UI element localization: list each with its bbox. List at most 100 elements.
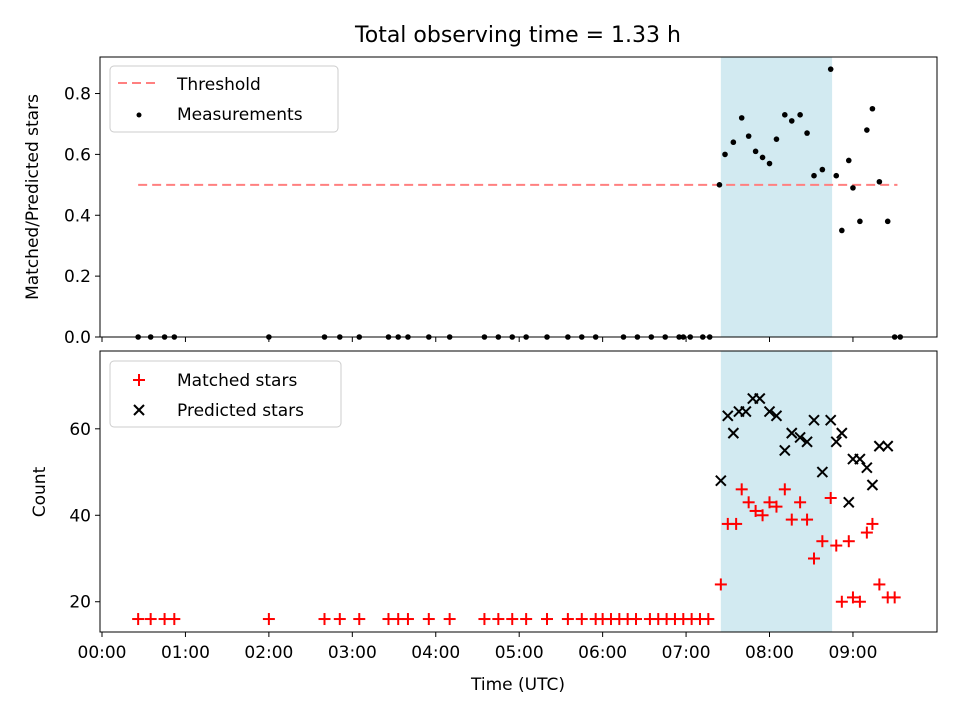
figure-title: Total observing time = 1.33 h (354, 23, 681, 48)
measurement-point (766, 160, 773, 167)
x-tick-label: 03:00 (328, 643, 377, 663)
x-tick-label: 06:00 (578, 643, 627, 663)
matched-star-point (778, 483, 791, 496)
predicted-star-point (843, 496, 855, 509)
predicted-star-point (740, 405, 752, 418)
predicted-star-point (830, 436, 842, 448)
matched-star-point (575, 613, 588, 626)
predicted-star-point (786, 427, 798, 439)
measurement-point (819, 166, 826, 173)
measurement-point (797, 112, 803, 118)
x-tick-label: 01:00 (161, 643, 210, 663)
matched-star-point (749, 504, 762, 517)
bottom-x-ticks: 00:00 01:00 02:00 03:00 04:00 05:00 06:00 07:00… (78, 632, 877, 663)
matched-star-point (770, 500, 783, 513)
matched-star-point (842, 535, 855, 548)
measurement-point (884, 218, 891, 225)
measurement-point (839, 227, 845, 234)
matched-star-point (888, 591, 901, 604)
matched-star-point (742, 496, 755, 509)
y-tick-label: 20 (69, 593, 91, 613)
matched-star-point (506, 613, 519, 626)
predicted-star-point (836, 427, 848, 439)
y-tick-label: 0.8 (64, 85, 91, 105)
bottom-legend-box (109, 360, 342, 428)
matched-star-point (422, 613, 435, 626)
matched-star-point (520, 613, 533, 626)
matched-star-point (730, 517, 743, 530)
x-tick-label: 02:00 (244, 643, 293, 663)
measurement-point (850, 185, 856, 191)
measurement-point (738, 115, 745, 121)
predicted-star-point (866, 479, 879, 491)
bottom-y-ticks: 20 40 60 (69, 420, 100, 613)
matched-star-point (541, 613, 554, 626)
predicted-star-point (754, 392, 766, 405)
top-y-axis-label: Matched/Predicted stars (23, 94, 43, 300)
y-tick-label: 0.2 (64, 267, 91, 287)
matched-star-point (401, 613, 414, 626)
measurement-point (864, 127, 870, 133)
matched-star-point (808, 552, 821, 565)
predicted-star-point (727, 427, 740, 439)
x-tick-label: 00:00 (78, 643, 127, 663)
matched-star-point (835, 595, 848, 608)
bottom-highlight-span (720, 351, 833, 632)
legend-matched-swatch (133, 374, 145, 386)
x-tick-label: 09:00 (828, 643, 877, 663)
measurement-point (869, 105, 876, 112)
matched-star-point (816, 535, 829, 548)
predicted-star-point (808, 414, 820, 426)
top-x-ticks (101, 337, 854, 342)
measurement-point (833, 172, 840, 179)
matched-star-point (168, 613, 181, 626)
measurement-point (782, 112, 788, 118)
matched-star-point (478, 613, 491, 626)
predicted-star-point (794, 431, 806, 444)
top-highlight-span (720, 57, 833, 337)
measurement-point (730, 139, 737, 146)
y-tick-label: 0.0 (64, 328, 91, 348)
measurement-point (716, 182, 723, 188)
bottom-legend: Matched stars Predicted stars (109, 360, 342, 428)
matched-star-point (860, 526, 873, 539)
matched-star-point (763, 496, 776, 509)
top-legend: Threshold Measurements (109, 65, 339, 133)
matched-star-point (853, 595, 866, 608)
measurement-point (804, 130, 810, 136)
y-tick-label: 0.4 (64, 206, 91, 226)
measurement-point (745, 133, 752, 139)
measurement-point (722, 151, 728, 158)
y-tick-label: 0.6 (64, 145, 91, 165)
legend-threshold-label: Threshold (176, 75, 261, 95)
x-tick-label: 04:00 (411, 643, 460, 663)
matched-star-point (873, 578, 886, 591)
predicted-star-point (824, 414, 837, 426)
matched-star-point (262, 613, 275, 626)
matched-star-point (132, 613, 145, 626)
x-tick-label: 05:00 (495, 643, 544, 663)
matched-star-point (714, 578, 727, 591)
matched-star-point (702, 613, 715, 626)
measurement-point (773, 136, 780, 142)
predicted-star-point (873, 440, 886, 452)
predicted-stars-points (715, 392, 894, 509)
legend-predicted-swatch (133, 404, 145, 416)
predicted-star-point (882, 440, 894, 452)
top-y-ticks: 0.0 0.2 0.4 0.6 0.8 (64, 85, 100, 348)
matched-star-point (794, 496, 807, 509)
predicted-star-point (779, 444, 791, 457)
matched-star-point (144, 613, 157, 626)
top-panel: 0.00.20.40.60.8 Matched/Predicted stars … (23, 56, 938, 348)
predicted-star-point (801, 436, 813, 448)
legend-measurements-label: Measurements (177, 105, 303, 125)
measurement-point (845, 157, 852, 164)
matched-star-point (801, 513, 814, 526)
matched-star-point (353, 613, 366, 626)
predicted-star-point (763, 405, 776, 418)
matched-star-point (866, 517, 879, 530)
legend-matched-label: Matched stars (177, 371, 297, 391)
x-tick-label: 07:00 (662, 643, 711, 663)
measurement-point (759, 154, 766, 161)
